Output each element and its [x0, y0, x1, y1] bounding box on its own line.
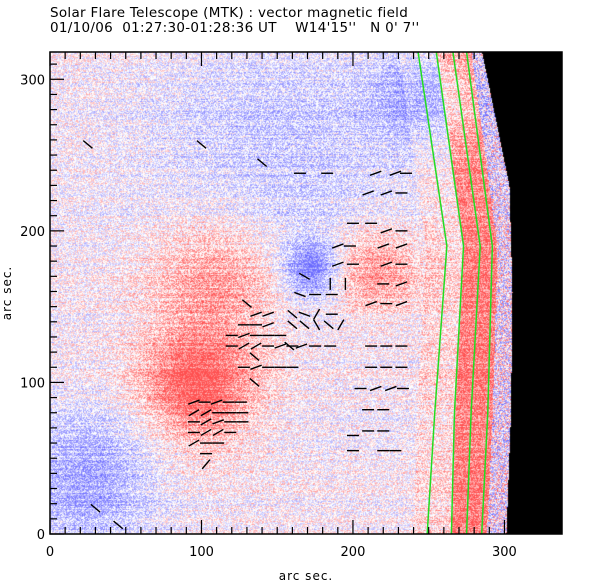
field-vector — [200, 418, 212, 426]
field-vector — [212, 419, 225, 425]
contour-4 — [465, 51, 494, 535]
x-tick-label: 200 — [341, 545, 366, 560]
field-vector — [274, 343, 287, 349]
contour-2 — [435, 51, 465, 535]
field-vector — [249, 352, 260, 362]
field-vector — [380, 190, 393, 196]
field-vector — [298, 311, 311, 317]
x-tick-label: 0 — [46, 545, 54, 560]
field-vector — [250, 311, 262, 317]
field-vector — [395, 300, 408, 307]
field-vector — [250, 364, 262, 370]
field-vector — [201, 459, 211, 470]
y-tick-label: 100 — [20, 376, 45, 391]
y-tick-label: 0 — [37, 528, 45, 543]
field-vector — [188, 409, 200, 417]
field-vector — [188, 399, 200, 405]
field-vector — [188, 439, 200, 447]
field-vector — [331, 261, 344, 267]
field-vector — [196, 140, 207, 149]
y-tick-label: 300 — [20, 73, 45, 88]
field-vector — [287, 320, 298, 330]
field-vector — [369, 385, 382, 392]
x-tick-label: 300 — [492, 545, 517, 560]
axis-ticks — [49, 52, 551, 535]
field-vector — [395, 281, 408, 287]
chart-subtitle: 01/10/06 01:27:30-01:28:36 UT W14'15'' N… — [50, 21, 420, 35]
field-vector — [331, 243, 344, 249]
field-vector — [241, 299, 252, 309]
field-vector — [362, 190, 374, 196]
field-vector — [312, 308, 321, 320]
subtitle-time: 01:27:30-01:28:36 UT — [122, 20, 277, 36]
x-tick-label: 100 — [189, 545, 214, 560]
field-vector — [249, 378, 260, 387]
field-vector — [113, 520, 124, 530]
field-vector — [295, 343, 308, 349]
field-vector — [384, 385, 397, 392]
field-vector — [380, 228, 393, 234]
subtitle-position: W14'15'' N 0' 7'' — [295, 20, 420, 36]
field-vector — [298, 272, 311, 280]
y-tick-labels: 0 100 200 300 — [20, 73, 45, 543]
field-vector — [250, 342, 262, 350]
field-vector — [287, 309, 298, 319]
field-vector — [210, 399, 223, 405]
x-axis-label: arc sec. — [279, 569, 333, 583]
field-vector — [262, 311, 275, 317]
field-vector — [200, 428, 212, 437]
field-vector — [82, 140, 93, 149]
field-vector — [262, 322, 275, 328]
field-vector — [337, 319, 345, 331]
field-vector — [294, 291, 306, 298]
field-vector — [257, 158, 268, 168]
field-vector — [284, 341, 295, 351]
chart-title: Solar Flare Telescope (MTK) : vector mag… — [50, 5, 409, 21]
field-vector — [299, 320, 310, 330]
plot-frame — [49, 51, 563, 535]
field-vector — [369, 170, 382, 176]
field-vector — [389, 170, 402, 176]
field-vector — [395, 243, 408, 249]
field-vector — [200, 409, 212, 417]
limb-contours — [417, 51, 494, 535]
field-vector — [312, 319, 321, 331]
transverse-field-vectors — [82, 140, 412, 530]
contour-1 — [417, 51, 448, 535]
subtitle-date: 01/10/06 — [50, 20, 114, 36]
field-vector — [365, 300, 378, 307]
y-tick-label: 200 — [20, 225, 45, 240]
y-axis-label: arc sec. — [0, 266, 14, 320]
field-vector — [380, 261, 393, 267]
field-vector — [212, 428, 224, 437]
contour-3 — [452, 51, 481, 535]
x-tick-labels: 0 100 200 300 — [46, 545, 517, 560]
field-vector — [323, 320, 334, 330]
field-vector — [90, 503, 101, 513]
field-vector — [377, 243, 390, 249]
field-vector — [238, 332, 250, 339]
field-vector — [238, 342, 250, 350]
